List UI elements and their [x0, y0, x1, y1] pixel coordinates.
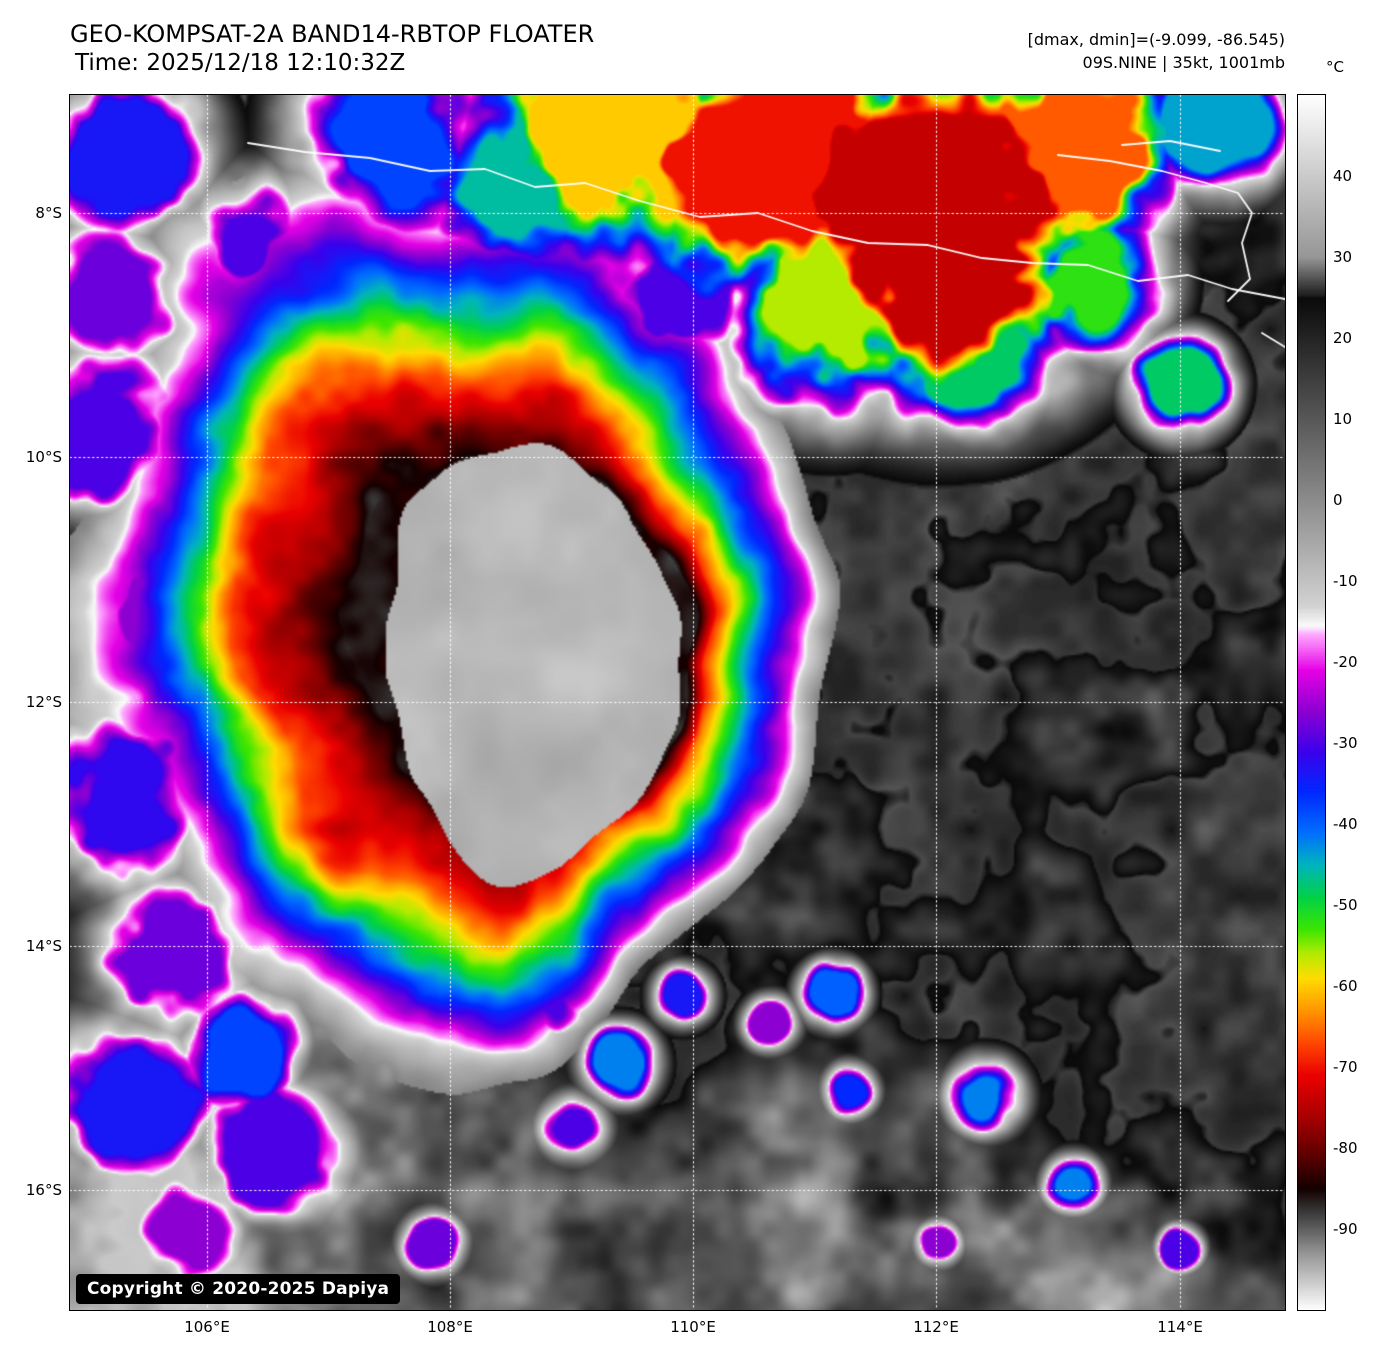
- colorbar-tick-label: -70: [1333, 1058, 1358, 1076]
- dmax-dmin-label: [dmax, dmin]=(-9.099, -86.545): [1027, 30, 1285, 49]
- colorbar-gradient-canvas: [1298, 95, 1325, 1310]
- colorbar-tick-label: -30: [1333, 734, 1358, 752]
- colorbar-tick-label: -80: [1333, 1139, 1358, 1157]
- lat-tick-label: 14°S: [25, 937, 62, 955]
- colorbar-tick-label: 0: [1333, 491, 1343, 509]
- lon-tick-label: 112°E: [913, 1318, 959, 1336]
- lat-tick-label: 10°S: [25, 448, 62, 466]
- lat-tick-label: 12°S: [25, 693, 62, 711]
- colorbar-tick-label: -60: [1333, 977, 1358, 995]
- colorbar-tick-label: -90: [1333, 1220, 1358, 1238]
- figure-title: GEO-KOMPSAT-2A BAND14-RBTOP FLOATER: [70, 20, 595, 48]
- colorbar-tick-label: 10: [1333, 410, 1353, 428]
- lon-tick-label: 110°E: [670, 1318, 716, 1336]
- satellite-image-canvas: [70, 95, 1285, 1310]
- colorbar-tick-label: 40: [1333, 167, 1353, 185]
- copyright-badge: Copyright © 2020-2025 Dapiya: [76, 1274, 401, 1304]
- colorbar-tick-label: -20: [1333, 653, 1358, 671]
- map-frame: Copyright © 2020-2025 Dapiya: [69, 94, 1286, 1311]
- colorbar: [1297, 94, 1326, 1311]
- lat-tick-label: 8°S: [35, 204, 62, 222]
- storm-info-label: 09S.NINE | 35kt, 1001mb: [1082, 53, 1285, 72]
- colorbar-tick-label: 20: [1333, 329, 1353, 347]
- lon-tick-label: 108°E: [427, 1318, 473, 1336]
- colorbar-unit-label: °C: [1326, 58, 1344, 76]
- lon-tick-label: 114°E: [1157, 1318, 1203, 1336]
- colorbar-tick-label: -40: [1333, 815, 1358, 833]
- figure-timestamp: Time: 2025/12/18 12:10:32Z: [75, 50, 406, 76]
- colorbar-tick-label: -10: [1333, 572, 1358, 590]
- lon-tick-label: 106°E: [184, 1318, 230, 1336]
- lat-tick-label: 16°S: [25, 1181, 62, 1199]
- colorbar-tick-label: -50: [1333, 896, 1358, 914]
- colorbar-tick-label: 30: [1333, 248, 1353, 266]
